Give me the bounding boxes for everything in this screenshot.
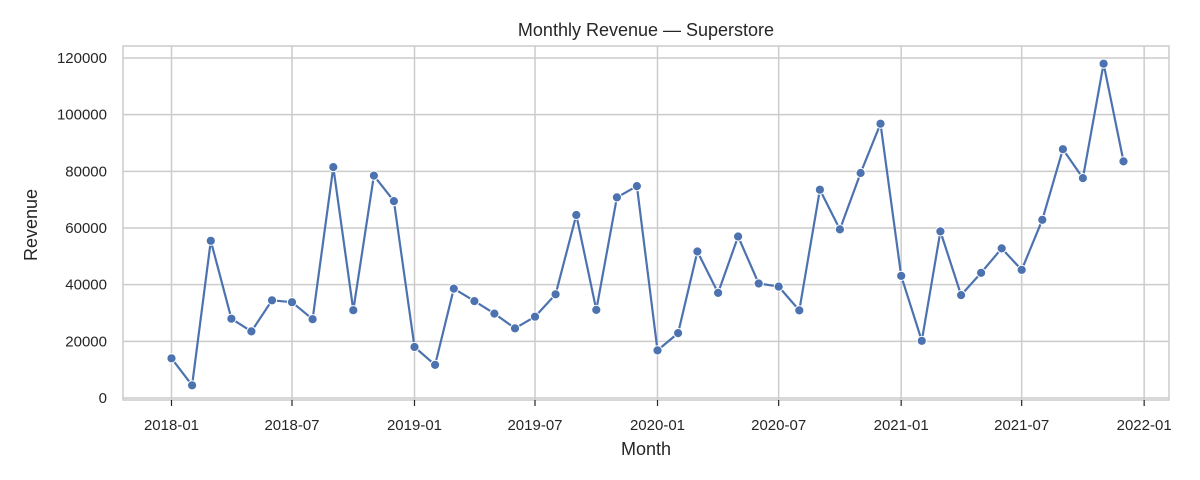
- data-point: [388, 196, 399, 207]
- y-tick-labels: 0 20000 40000 60000 80000 100000 120000: [57, 50, 107, 407]
- data-point: [1118, 156, 1129, 167]
- series-revenue: [166, 58, 1129, 391]
- y-tick-label: 120000: [57, 50, 107, 67]
- data-point: [187, 380, 198, 391]
- y-tick-label: 0: [99, 390, 107, 407]
- x-tick-label: 2020-07: [751, 417, 806, 434]
- data-point: [489, 308, 500, 319]
- data-point: [1057, 144, 1069, 155]
- data-point: [266, 295, 278, 306]
- data-point: [409, 341, 420, 353]
- data-point: [631, 181, 643, 192]
- gridlines: [123, 46, 1169, 400]
- data-point: [814, 184, 826, 195]
- x-tick-label: 2019-01: [387, 417, 442, 434]
- data-point: [591, 304, 602, 315]
- data-point: [996, 243, 1007, 254]
- y-tick-label: 40000: [65, 277, 107, 294]
- x-tick-label: 2021-07: [994, 417, 1049, 434]
- y-tick-label: 60000: [65, 220, 107, 237]
- x-tick-label: 2018-01: [144, 417, 199, 434]
- data-point: [935, 226, 946, 237]
- data-point: [328, 162, 339, 173]
- data-point: [550, 289, 561, 300]
- data-point: [448, 283, 459, 294]
- y-axis-label: Revenue: [21, 189, 41, 261]
- data-point: [611, 192, 623, 203]
- data-point: [896, 270, 907, 281]
- x-axis-label: Month: [621, 439, 671, 459]
- data-point: [713, 287, 724, 298]
- chart-title: Monthly Revenue — Superstore: [518, 20, 774, 40]
- data-point: [692, 246, 703, 257]
- data-point: [1077, 173, 1089, 184]
- data-point: [733, 231, 744, 242]
- y-tick-label: 100000: [57, 107, 107, 124]
- data-point: [166, 353, 177, 364]
- y-tick-label: 20000: [65, 333, 107, 350]
- data-point: [469, 296, 480, 307]
- data-point: [1098, 58, 1109, 69]
- data-point: [286, 297, 298, 308]
- data-point: [652, 345, 663, 356]
- data-point: [794, 305, 805, 316]
- data-point: [307, 314, 318, 325]
- x-tick-labels: 2018-01 2018-07 2019-01 2019-07 2020-01 2020-…: [144, 400, 1172, 434]
- data-point: [773, 281, 784, 292]
- data-point: [571, 209, 582, 221]
- data-point: [348, 305, 359, 316]
- x-tick-label: 2021-01: [874, 417, 929, 434]
- data-point: [855, 167, 866, 179]
- data-point: [529, 311, 541, 322]
- data-point: [753, 278, 764, 289]
- data-point: [956, 290, 967, 301]
- data-point: [1016, 264, 1027, 275]
- data-point: [226, 313, 237, 324]
- data-point: [205, 235, 216, 246]
- data-point: [1037, 214, 1048, 225]
- data-point: [916, 335, 927, 346]
- data-point: [834, 224, 846, 235]
- data-point: [430, 359, 441, 370]
- plot-frame: [122, 45, 1170, 401]
- data-point: [509, 323, 521, 334]
- x-tick-label: 2020-01: [630, 417, 685, 434]
- data-point: [246, 326, 257, 337]
- data-point: [976, 267, 987, 278]
- y-tick-label: 80000: [65, 163, 107, 180]
- data-point: [368, 170, 379, 181]
- data-point: [875, 118, 886, 129]
- data-point: [673, 328, 684, 339]
- x-tick-label: 2022-01: [1117, 417, 1172, 434]
- x-tick-label: 2019-07: [507, 417, 562, 434]
- x-tick-label: 2018-07: [264, 417, 319, 434]
